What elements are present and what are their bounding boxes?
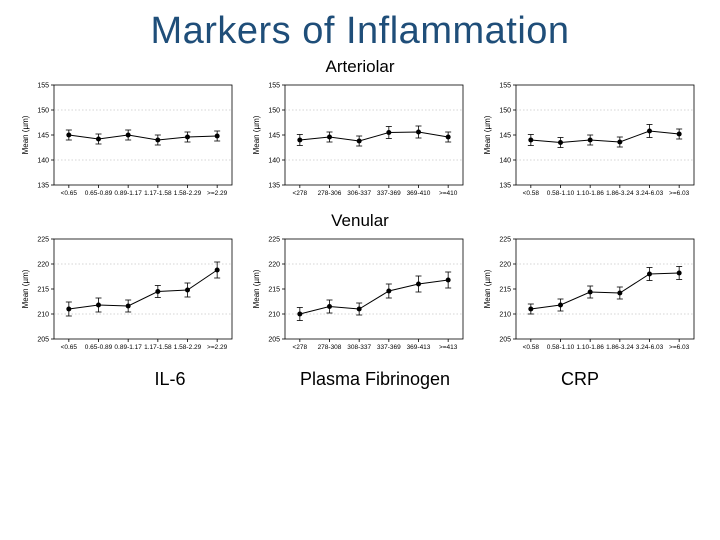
svg-text:1.17-1.58: 1.17-1.58 — [144, 344, 172, 351]
svg-text:1.86-3.24: 1.86-3.24 — [606, 190, 634, 197]
svg-text:278-308: 278-308 — [318, 344, 342, 351]
svg-text:155: 155 — [499, 83, 511, 90]
svg-text:0.58-1.10: 0.58-1.10 — [547, 344, 575, 351]
svg-text:Mean (µm): Mean (µm) — [21, 115, 30, 154]
row-arteriolar: 135140145150155Mean (µm)<0.650.65-0.890.… — [20, 79, 700, 207]
svg-text:150: 150 — [268, 108, 280, 115]
svg-text:337-369: 337-369 — [377, 344, 401, 351]
svg-text:0.65-0.89: 0.65-0.89 — [85, 344, 113, 351]
svg-text:140: 140 — [268, 158, 280, 165]
svg-text:1.17-1.58: 1.17-1.58 — [144, 190, 172, 197]
svg-text:<0.58: <0.58 — [523, 344, 540, 351]
svg-text:>=2.29: >=2.29 — [207, 344, 228, 351]
section-label-venular: Venular — [20, 211, 700, 231]
svg-text:>=6.03: >=6.03 — [669, 190, 690, 197]
svg-text:3.24-6.03: 3.24-6.03 — [636, 344, 664, 351]
chart-venular-crp: 205210215220225Mean (µm)<0.580.58-1.101.… — [482, 233, 700, 361]
svg-text:Mean (µm): Mean (µm) — [252, 115, 261, 154]
svg-text:1.10-1.86: 1.10-1.86 — [576, 344, 604, 351]
svg-text:369-413: 369-413 — [407, 344, 431, 351]
svg-text:155: 155 — [37, 83, 49, 90]
svg-text:0.89-1.17: 0.89-1.17 — [114, 190, 142, 197]
svg-text:<0.58: <0.58 — [523, 190, 540, 197]
svg-text:220: 220 — [37, 262, 49, 269]
chart-venular-fibrinogen: 205 210 215 220 225 Mean (µm) <278 278-308 308-3… — [251, 233, 469, 361]
svg-text:>=413: >=413 — [439, 344, 458, 351]
svg-text:Mean (µm): Mean (µm) — [483, 115, 492, 154]
svg-text:225: 225 — [37, 237, 49, 244]
page-title: Markers of Inflammation — [20, 10, 700, 53]
svg-text:1.58-2.29: 1.58-2.29 — [174, 344, 202, 351]
svg-text:145: 145 — [37, 133, 49, 140]
svg-text:215: 215 — [499, 287, 511, 294]
svg-text:155: 155 — [268, 83, 280, 90]
svg-text:220: 220 — [268, 262, 280, 269]
svg-text:0.58-1.10: 0.58-1.10 — [547, 190, 575, 197]
svg-text:140: 140 — [499, 158, 511, 165]
svg-text:205: 205 — [37, 337, 49, 344]
svg-text:Mean (µm): Mean (µm) — [483, 269, 492, 308]
svg-text:205: 205 — [268, 337, 280, 344]
svg-text:Mean (µm): Mean (µm) — [252, 269, 261, 308]
svg-text:210: 210 — [499, 312, 511, 319]
section-label-arteriolar: Arteriolar — [20, 57, 700, 77]
row-venular: 205210215220225Mean (µm)<0.650.65-0.890.… — [20, 233, 700, 361]
svg-text:220: 220 — [499, 262, 511, 269]
col-label-fibrinogen: Plasma Fibrinogen — [265, 369, 485, 390]
svg-text:>=6.03: >=6.03 — [669, 344, 690, 351]
svg-text:1.86-3.24: 1.86-3.24 — [606, 344, 634, 351]
svg-text:215: 215 — [37, 287, 49, 294]
svg-text:337-369: 337-369 — [377, 190, 401, 197]
svg-text:225: 225 — [499, 237, 511, 244]
svg-text:308-337: 308-337 — [347, 344, 371, 351]
svg-text:3.24-6.03: 3.24-6.03 — [636, 190, 664, 197]
svg-text:<0.65: <0.65 — [61, 190, 78, 197]
svg-text:<0.65: <0.65 — [61, 344, 78, 351]
svg-text:205: 205 — [499, 337, 511, 344]
chart-venular-il6: 205 210 215 220 225 Mean (µm) <0.65 0.65-0.890.… — [20, 233, 238, 361]
svg-text:135: 135 — [268, 183, 280, 190]
svg-text:135: 135 — [37, 183, 49, 190]
svg-text:<278: <278 — [293, 344, 308, 351]
svg-text:150: 150 — [37, 108, 49, 115]
col-label-il6: IL-6 — [80, 369, 260, 390]
svg-text:210: 210 — [37, 312, 49, 319]
svg-text:369-410: 369-410 — [407, 190, 431, 197]
svg-text:1.10-1.86: 1.10-1.86 — [576, 190, 604, 197]
svg-text:<278: <278 — [293, 190, 308, 197]
column-labels: IL-6 Plasma Fibrinogen CRP — [20, 369, 700, 390]
svg-text:150: 150 — [499, 108, 511, 115]
col-label-crp: CRP — [490, 369, 670, 390]
svg-text:215: 215 — [268, 287, 280, 294]
svg-text:135: 135 — [499, 183, 511, 190]
chart-arteriolar-fibrinogen: 135 140 145 150 155 Mean (µm) <278 278-306 306-3… — [251, 79, 469, 207]
svg-text:145: 145 — [268, 133, 280, 140]
svg-text:>=2.29: >=2.29 — [207, 190, 228, 197]
chart-arteriolar-crp: 135140145150155Mean (µm)<0.580.58-1.101.… — [482, 79, 700, 207]
svg-text:0.65-0.89: 0.65-0.89 — [85, 190, 113, 197]
svg-text:225: 225 — [268, 237, 280, 244]
svg-text:306-337: 306-337 — [347, 190, 371, 197]
slide: Markers of Inflammation Arteriolar 135 14… — [0, 0, 720, 540]
svg-text:>=410: >=410 — [439, 190, 458, 197]
svg-text:140: 140 — [37, 158, 49, 165]
svg-text:210: 210 — [268, 312, 280, 319]
chart-arteriolar-il6: 135 140 145 150 155 Mean (µm) <0.65 0.65-0.890.… — [20, 79, 238, 207]
svg-text:1.58-2.29: 1.58-2.29 — [174, 190, 202, 197]
svg-text:278-306: 278-306 — [318, 190, 342, 197]
svg-text:0.89-1.17: 0.89-1.17 — [114, 344, 142, 351]
svg-text:Mean (µm): Mean (µm) — [21, 269, 30, 308]
svg-text:145: 145 — [499, 133, 511, 140]
